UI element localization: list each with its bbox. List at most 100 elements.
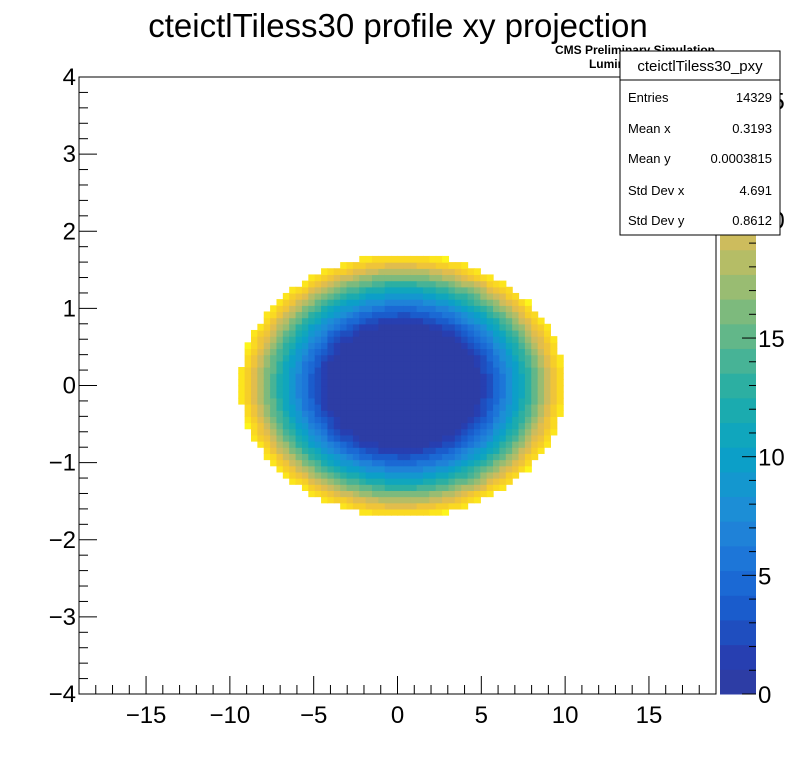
heatmap-cell	[378, 299, 386, 306]
heatmap-cell	[308, 292, 316, 300]
heatmap-cell	[346, 459, 354, 467]
heatmap-cell	[340, 336, 348, 343]
heatmap-cell	[448, 391, 456, 399]
heatmap-cell	[448, 441, 456, 448]
heatmap-cell	[518, 373, 526, 380]
heatmap-cell	[435, 268, 443, 276]
heatmap-cell	[270, 366, 278, 374]
heatmap-cell	[448, 354, 456, 362]
heatmap-cell	[435, 262, 443, 269]
heatmap-cell	[505, 305, 513, 313]
heatmap-cell	[289, 299, 297, 306]
stats-std-x-label: Std Dev x	[628, 183, 685, 198]
heatmap-cell	[359, 496, 367, 504]
heatmap-cell	[346, 422, 354, 430]
heatmap-cell	[448, 268, 456, 276]
heatmap-cell	[276, 453, 284, 461]
heatmap-cell	[333, 459, 341, 467]
heatmap-cell	[429, 268, 437, 276]
heatmap-cell	[416, 422, 424, 430]
heatmap-cell	[518, 379, 526, 387]
heatmap-cell	[493, 447, 501, 454]
heatmap-cell	[512, 410, 520, 417]
heatmap-cell	[391, 348, 399, 356]
heatmap-cell	[270, 422, 278, 430]
heatmap-cell	[518, 441, 526, 448]
heatmap-cell	[480, 323, 488, 331]
heatmap-cell	[442, 385, 450, 393]
heatmap-cell	[359, 286, 367, 294]
heatmap-cell	[359, 379, 367, 387]
heatmap-cell	[499, 342, 507, 350]
heatmap-cell	[384, 274, 392, 282]
heatmap-cell	[410, 274, 418, 282]
heatmap-cell	[384, 496, 392, 504]
heatmap-cell	[537, 416, 545, 424]
heatmap-cell	[244, 416, 252, 424]
heatmap-cell	[372, 336, 379, 343]
heatmap-cell	[391, 342, 399, 350]
heatmap-cell	[537, 329, 545, 337]
heatmap-cell	[378, 292, 386, 300]
heatmap-cell	[473, 348, 481, 356]
heatmap-cell	[499, 305, 507, 313]
heatmap-cell	[442, 447, 450, 454]
heatmap-cell	[270, 317, 278, 325]
heatmap-cell	[333, 366, 341, 374]
heatmap-cell	[499, 280, 507, 288]
heatmap-cell	[346, 385, 354, 393]
heatmap-cell	[422, 255, 430, 263]
heatmap-cell	[435, 329, 443, 337]
heatmap-cell	[416, 428, 424, 436]
y-tick-label: 4	[63, 64, 76, 91]
heatmap-cell	[454, 274, 462, 282]
heatmap-cell	[486, 366, 494, 374]
heatmap-cell	[359, 416, 367, 424]
heatmap-cell	[346, 428, 354, 436]
heatmap-cell	[397, 459, 405, 467]
heatmap-cell	[454, 422, 462, 430]
heatmap-cell	[403, 354, 411, 362]
heatmap-cell	[416, 502, 424, 510]
heatmap-cell	[467, 292, 475, 300]
heatmap-cell	[448, 292, 456, 300]
heatmap-cell	[372, 416, 379, 424]
heatmap-cell	[410, 360, 418, 368]
heatmap-cell	[289, 404, 297, 411]
heatmap-cell	[384, 366, 392, 374]
heatmap-cell	[403, 373, 411, 380]
heatmap-cell	[480, 336, 488, 343]
heatmap-cell	[289, 422, 297, 430]
heatmap-cell	[435, 342, 443, 350]
heatmap-cell	[544, 416, 551, 424]
heatmap-cell	[301, 336, 309, 343]
heatmap-cell	[454, 453, 462, 461]
heatmap-cell	[416, 286, 424, 294]
heatmap-cell	[352, 434, 360, 442]
heatmap-cell	[486, 317, 494, 325]
heatmap-cell	[384, 268, 392, 276]
heatmap-cell	[429, 360, 437, 368]
heatmap-cell	[372, 274, 379, 282]
heatmap-cell	[537, 354, 545, 362]
heatmap-cell	[321, 453, 329, 461]
heatmap-cell	[422, 404, 430, 411]
heatmap-cell	[365, 311, 373, 319]
heatmap-cell	[295, 465, 303, 473]
heatmap-cell	[359, 262, 367, 269]
heatmap-cell	[512, 465, 520, 473]
heatmap-cell	[422, 366, 430, 374]
heatmap-cell	[384, 404, 392, 411]
heatmap-cell	[391, 496, 399, 504]
heatmap-cell	[301, 354, 309, 362]
heatmap-cell	[250, 348, 258, 356]
heatmap-cell	[403, 329, 411, 337]
heatmap-cell	[493, 354, 501, 362]
heatmap-cell	[384, 471, 392, 479]
heatmap-cell	[391, 453, 399, 461]
heatmap-cell	[321, 286, 329, 294]
heatmap-cell	[435, 410, 443, 417]
heatmap-cell	[467, 391, 475, 399]
heatmap-cell	[333, 478, 341, 485]
stats-mean-x-value: 0.3193	[732, 121, 772, 136]
